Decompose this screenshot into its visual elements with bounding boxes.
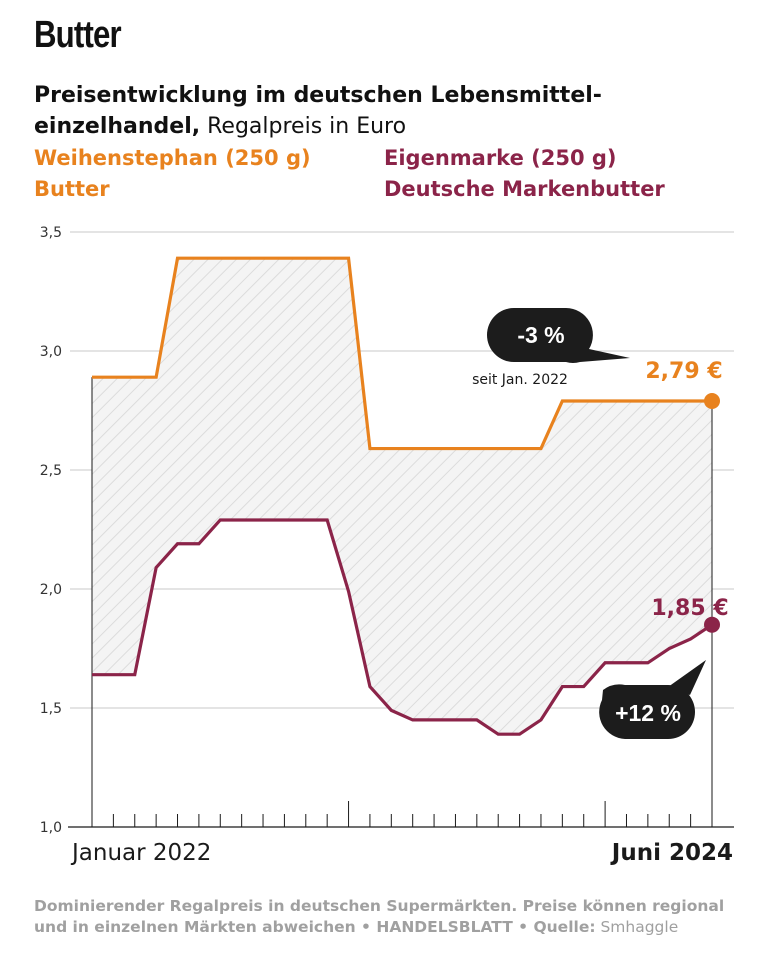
subtitle-bold: Preisentwicklung im deutschen Lebensmitt…: [34, 83, 602, 139]
chart-title: Butter: [34, 14, 122, 56]
y-tick-label: 2,0: [40, 582, 62, 598]
footer-source: Smhaggle: [595, 918, 679, 936]
legend-series-b-line2: Deutsche Markenbutter: [384, 177, 665, 201]
last-value-a: 2,79 €: [645, 359, 722, 384]
series-b-line: [92, 518, 713, 736]
x-axis: [68, 377, 734, 828]
last-value-b: 1,85 €: [651, 596, 728, 621]
legend-series-b-line1: Eigenmarke (250 g): [384, 146, 617, 170]
x-label-start: Januar 2022: [70, 840, 211, 866]
x-label-end: Juni 2024: [610, 840, 733, 866]
chart-subtitle: Preisentwicklung im deutschen Lebensmitt…: [34, 80, 674, 142]
legend-series-b: Eigenmarke (250 g) Deutsche Markenbutter: [384, 143, 665, 205]
legend-series-a-line2: Butter: [34, 177, 110, 201]
since-label: seit Jan. 2022: [472, 372, 568, 388]
footer-text: Dominierender Regalpreis in deutschen Su…: [34, 897, 725, 936]
bubble-b-shape: [599, 660, 706, 739]
series-a-endpoint: [704, 392, 720, 409]
bubble-a-text: -3 %: [517, 322, 564, 348]
series-a-line: [92, 256, 712, 451]
y-tick-label: 1,5: [40, 701, 62, 717]
bubble-b-text: +12 %: [615, 700, 681, 726]
y-tick-label: 3,0: [40, 344, 62, 360]
y-tick-label: 1,0: [40, 820, 62, 836]
series-lines: [92, 256, 720, 736]
annotations: -3 % seit Jan. 2022 2,79 € +12 % 1,85 €: [472, 308, 729, 739]
line-chart: 1,0 1,5 2,0 2,5 3,0 3,5 -3 % seit Jan. 2022 2…: [40, 225, 734, 866]
difference-band: [92, 258, 712, 735]
bubble-a-shape: [487, 308, 630, 363]
y-tick-label: 3,5: [40, 225, 62, 241]
series-b-endpoint: [704, 616, 720, 633]
footer-note: Dominierender Regalpreis in deutschen Su…: [34, 896, 734, 938]
subtitle-rest: Regalpreis in Euro: [200, 114, 407, 139]
legend-series-a: Weihenstephan (250 g) Butter: [34, 143, 311, 205]
y-tick-label: 2,5: [40, 463, 62, 479]
legend-series-a-line1: Weihenstephan (250 g): [34, 146, 311, 170]
